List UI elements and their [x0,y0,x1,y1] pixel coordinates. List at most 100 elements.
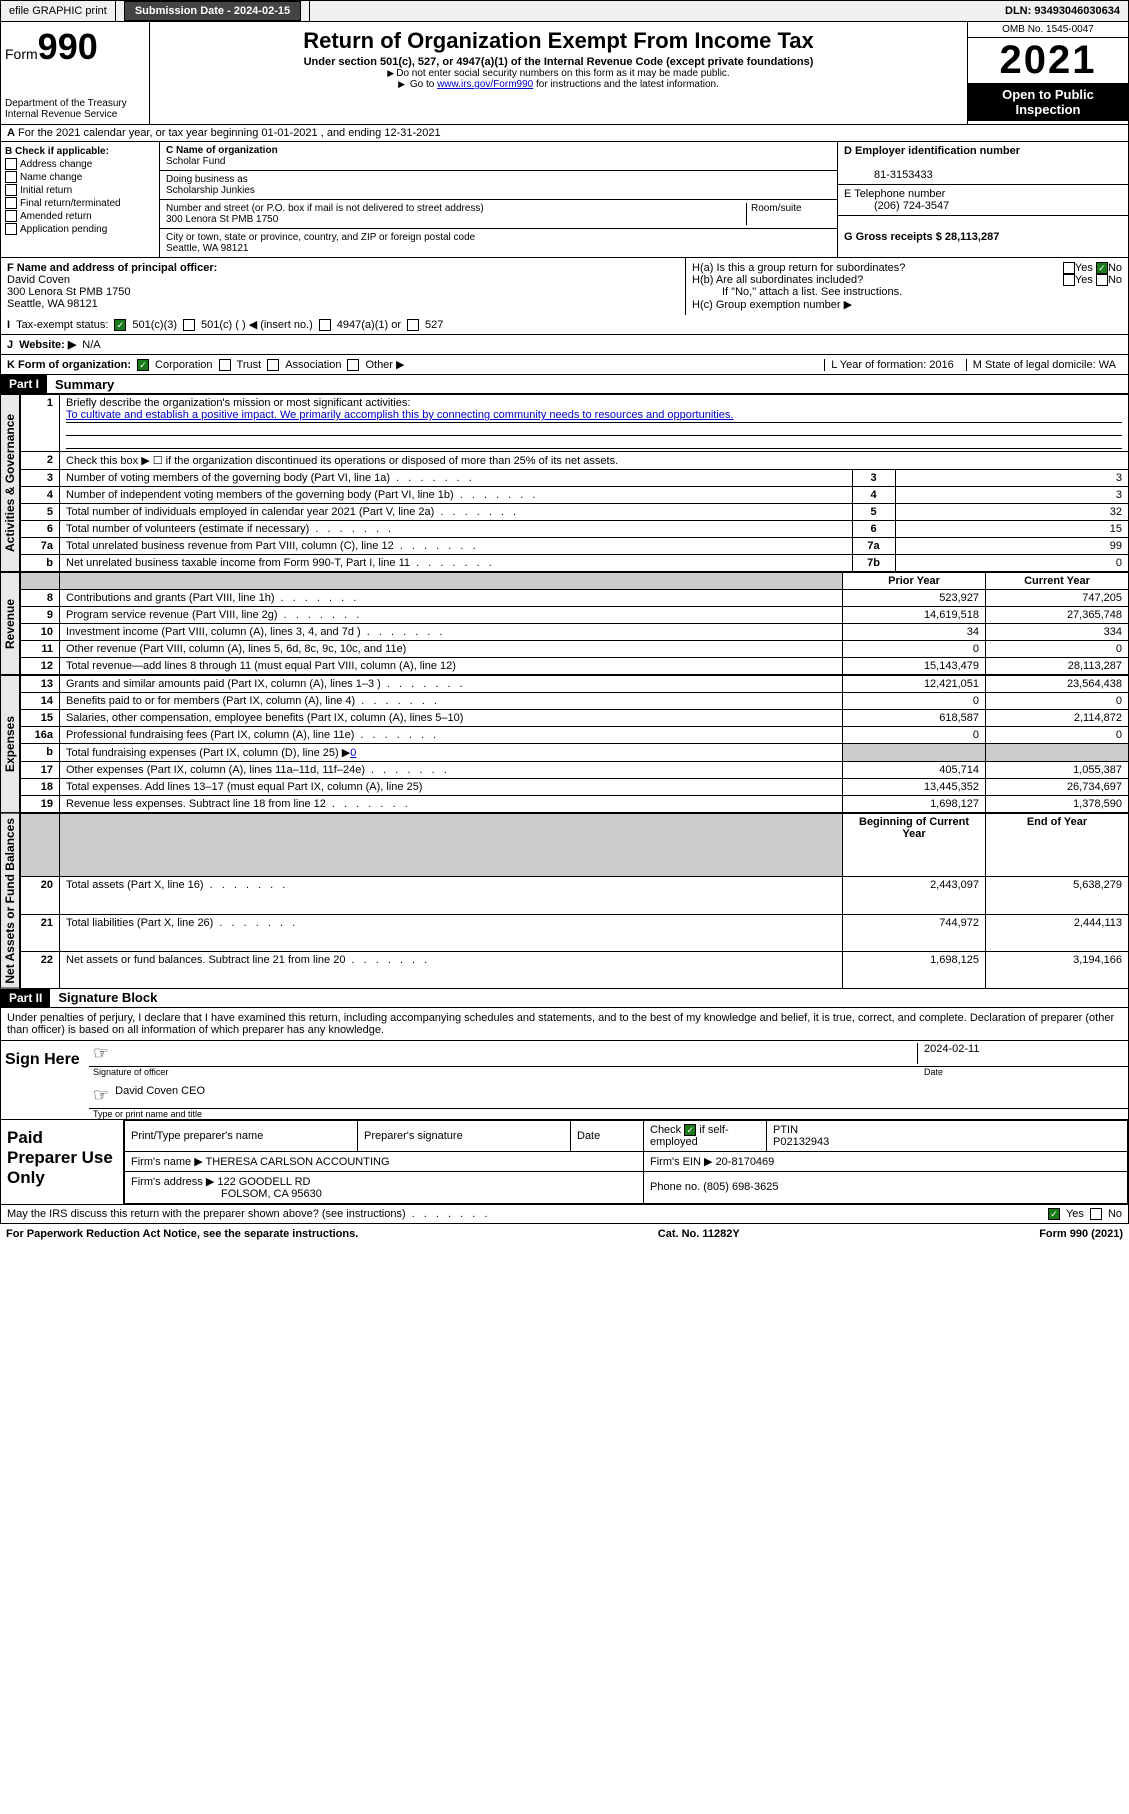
l15: Salaries, other compensation, employee b… [66,712,463,724]
chk-initial[interactable] [5,184,17,196]
form-number: 990 [38,26,98,67]
row-j: J Website: ▶ N/A [0,335,1129,355]
discuss-no[interactable] [1090,1208,1102,1220]
no-lbl: No [1108,262,1122,274]
chk-assoc[interactable] [267,359,279,371]
l16a: Professional fundraising fees (Part IX, … [66,729,439,741]
c11: 0 [986,641,1129,658]
chk-501c3[interactable] [114,319,126,331]
dln: DLN: 93493046030634 [997,1,1128,21]
omb-number: OMB No. 1545-0047 [968,22,1128,38]
street-lbl: Number and street (or P.O. box if mail i… [166,203,484,214]
officer-lbl: F Name and address of principal officer: [7,262,217,274]
website-value: N/A [82,339,100,351]
ha-no[interactable] [1096,262,1108,274]
footer: For Paperwork Reduction Act Notice, see … [0,1224,1129,1244]
chk-final[interactable] [5,197,17,209]
p14: 0 [843,693,986,710]
yes-lbl2: Yes [1075,274,1093,286]
v7b: 0 [895,555,1128,572]
chk-pending[interactable] [5,223,17,235]
paperwork: For Paperwork Reduction Act Notice, see … [6,1228,358,1240]
chk-name[interactable] [5,171,17,183]
prep-col3: Date [571,1120,644,1151]
room-lbl: Room/suite [751,203,802,214]
part1-title: Summary [47,377,114,392]
firm-ein-lbl: Firm's EIN ▶ [650,1156,713,1168]
part2-header: Part II Signature Block [0,989,1129,1008]
form-label: Form [5,46,38,62]
p16a: 0 [843,727,986,744]
l7a: Total unrelated business revenue from Pa… [66,540,479,552]
v4: 3 [895,487,1128,504]
col-b-header: B Check if applicable: [5,146,109,157]
lbl-name: Name change [20,172,82,183]
eoy-hdr: End of Year [1027,816,1087,828]
ha-yes[interactable] [1063,262,1075,274]
chk-501c[interactable] [183,319,195,331]
phone-lbl: E Telephone number [844,188,945,200]
lbl-initial: Initial return [20,185,72,196]
sign-here: Sign Here [1,1041,89,1119]
submission-btn: Submission Date - 2024-02-15 [124,1,301,21]
c19: 1,378,590 [986,796,1129,813]
hb-yes[interactable] [1063,274,1075,286]
l20: Total assets (Part X, line 16) [66,879,288,891]
lbl-amended: Amended return [20,211,92,222]
p22: 1,698,125 [843,951,986,988]
firm-name-lbl: Firm's name ▶ [131,1156,203,1168]
irs-link[interactable]: www.irs.gov/Form990 [437,79,533,90]
hc-label: H(c) Group exemption number ▶ [692,298,1122,311]
l16b-val: 0 [350,747,356,759]
chk-corp[interactable] [137,359,149,371]
firm-addr1: 122 GOODELL RD [217,1176,310,1188]
l6: Total number of volunteers (estimate if … [66,523,394,535]
chk-4947[interactable] [319,319,331,331]
l1-label: Briefly describe the organization's miss… [66,397,410,409]
current-hdr: Current Year [1024,575,1090,587]
state-domicile: M State of legal domicile: WA [966,359,1122,371]
chk-trust[interactable] [219,359,231,371]
l12: Total revenue—add lines 8 through 11 (mu… [66,660,456,672]
discuss-no-lbl: No [1108,1208,1122,1220]
city-value: Seattle, WA 98121 [166,243,248,254]
c21: 2,444,113 [986,914,1129,951]
p8: 523,927 [843,590,986,607]
gross-receipts: G Gross receipts $ 28,113,287 [844,231,999,243]
org-name-lbl: C Name of organization [166,145,278,156]
chk-other[interactable] [347,359,359,371]
city-lbl: City or town, state or province, country… [166,232,475,243]
sig-name: David Coven CEO [109,1085,205,1106]
p17: 405,714 [843,762,986,779]
year-formation: L Year of formation: 2016 [824,359,960,371]
hb-no[interactable] [1096,274,1108,286]
l11: Other revenue (Part VIII, column (A), li… [66,643,406,655]
l8: Contributions and grants (Part VIII, lin… [66,592,359,604]
penalty-text: Under penalties of perjury, I declare th… [0,1008,1129,1041]
chk-amended[interactable] [5,210,17,222]
street-value: 300 Lenora St PMB 1750 [166,214,278,225]
boy-hdr: Beginning of Current Year [859,816,969,840]
l16b: Total fundraising expenses (Part IX, col… [66,747,350,759]
tax-period: For the 2021 calendar year, or tax year … [18,127,441,139]
l4: Number of independent voting members of … [66,489,538,501]
firm-name: THERESA CARLSON ACCOUNTING [206,1156,390,1168]
l10: Investment income (Part VIII, column (A)… [66,626,445,638]
v7a: 99 [895,538,1128,555]
c17: 1,055,387 [986,762,1129,779]
chk-527[interactable] [407,319,419,331]
tax-status-lbl: Tax-exempt status: [16,319,108,331]
l9: Program service revenue (Part VIII, line… [66,609,362,621]
org-name: Scholar Fund [166,156,225,167]
l3: Number of voting members of the governin… [66,472,475,484]
v3: 3 [895,470,1128,487]
l7b: Net unrelated business taxable income fr… [66,557,495,569]
form-title: Return of Organization Exempt From Incom… [160,28,957,54]
lbl-final: Final return/terminated [20,198,121,209]
chk-address[interactable] [5,158,17,170]
v6: 15 [895,521,1128,538]
chk-self-employed[interactable] [684,1124,696,1136]
ptin-lbl: PTIN [773,1124,798,1136]
opt-527: 527 [425,319,443,331]
discuss-yes[interactable] [1048,1208,1060,1220]
